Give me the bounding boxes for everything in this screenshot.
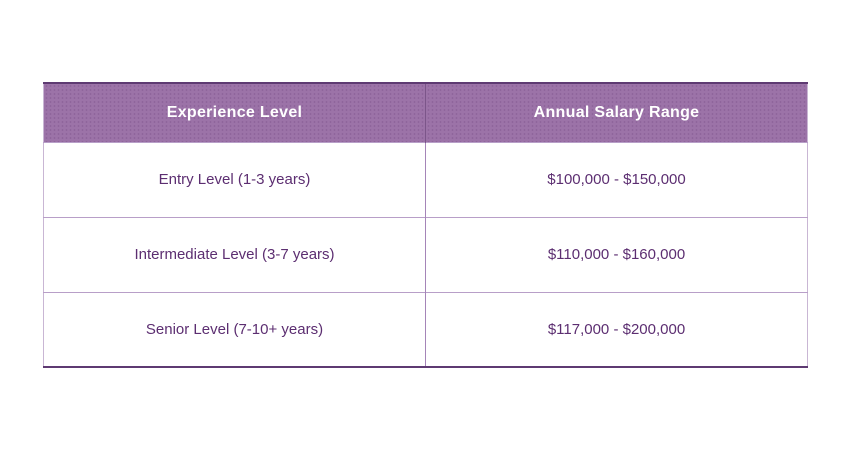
salary-range-cell: $117,000 - $200,000 [425,291,808,367]
table-row: Senior Level (7-10+ years) $117,000 - $2… [43,291,808,367]
table-body: Entry Level (1-3 years) $100,000 - $150,… [43,141,808,367]
experience-level-cell: Senior Level (7-10+ years) [43,291,426,367]
experience-level-cell: Intermediate Level (3-7 years) [43,216,426,292]
experience-level-cell: Entry Level (1-3 years) [43,141,426,217]
header-row: Experience Level Annual Salary Range [43,83,808,142]
column-header-annual-salary-range: Annual Salary Range [425,83,808,142]
salary-range-cell: $110,000 - $160,000 [425,216,808,292]
table-header: Experience Level Annual Salary Range [43,83,808,142]
table-row: Intermediate Level (3-7 years) $110,000 … [43,216,808,292]
column-header-experience-level: Experience Level [43,83,426,142]
salary-range-table: Experience Level Annual Salary Range Ent… [43,82,808,368]
salary-range-cell: $100,000 - $150,000 [425,141,808,217]
table-row: Entry Level (1-3 years) $100,000 - $150,… [43,141,808,217]
